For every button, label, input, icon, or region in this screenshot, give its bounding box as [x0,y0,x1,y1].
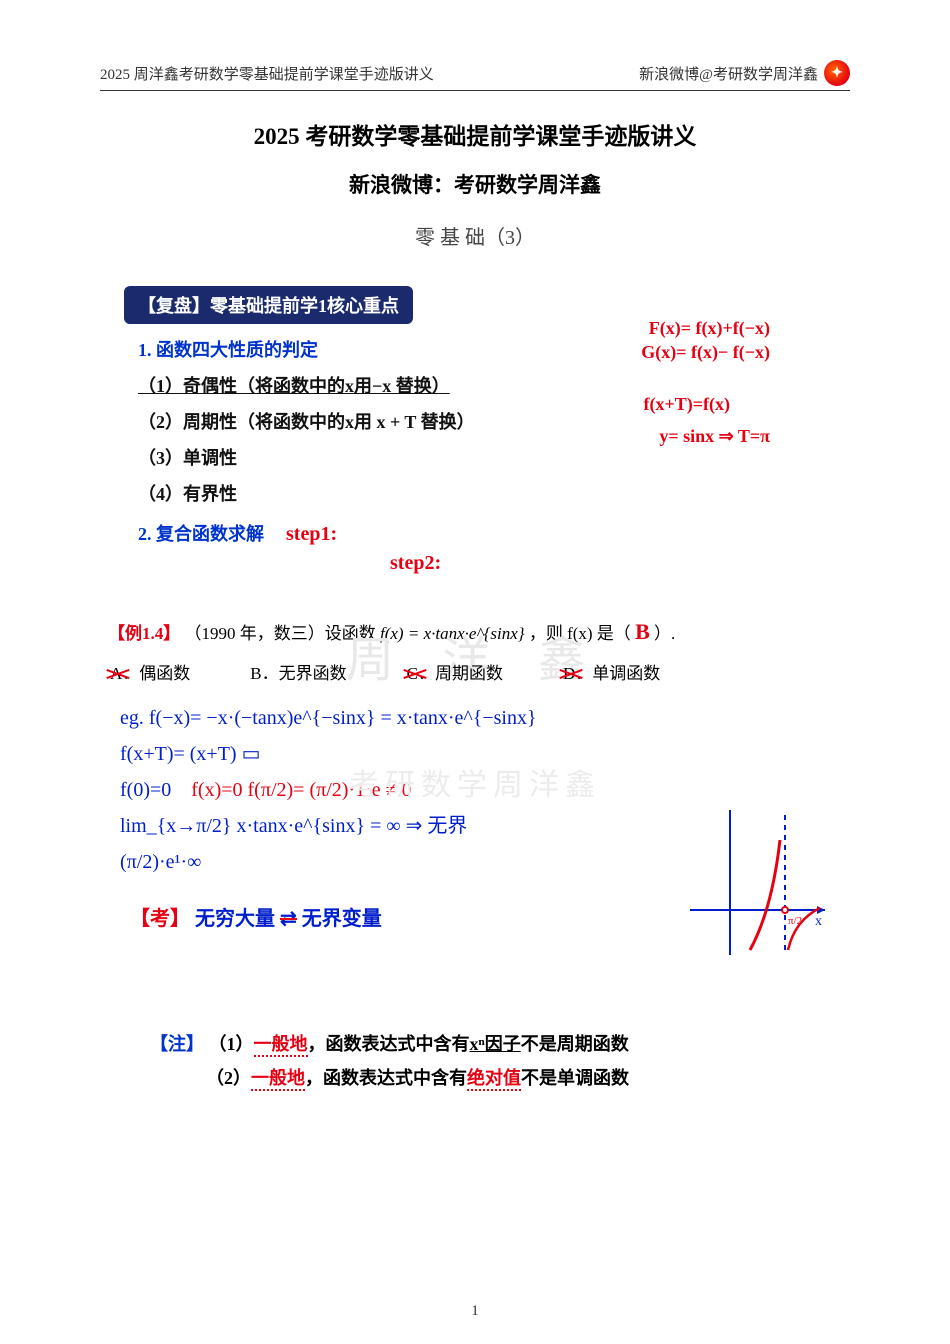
mini-graph: x π/2 [680,800,830,960]
work-l4: lim_{x→π/2} x·tanx·e^{sinx} = ∞ ⇒ 无界 [120,815,467,837]
page-header: 2025 周洋鑫考研数学零基础提前学课堂手迹版讲义 新浪微博@考研数学周洋鑫 ✦ [100,60,850,91]
svg-text:π/2: π/2 [788,915,802,927]
weibo-icon: ✦ [824,60,850,86]
option-c: C．周期函数 [407,659,503,684]
n2-abs: 绝对值 [467,1068,521,1091]
annot-fx: F(x)= f(x)+f(−x) [649,318,770,339]
example-answer: B [635,619,650,644]
work-l1: eg. f(−x)= −x·(−tanx)e^{−sinx} = x·tanx·… [120,700,850,736]
kao-a: 无穷大量 [195,908,275,930]
header-right-text: 新浪微博@考研数学周洋鑫 [639,63,818,84]
svg-text:x: x [815,914,822,929]
example-line: 【例1.4】 （1990 年，数三）设函数 f(x) = x·tanx·e^{s… [108,619,850,645]
bullet-1: （1）奇偶性（将函数中的x用−x 替换） [138,372,850,398]
example-func: f(x) = x·tanx·e^{sinx} [380,624,525,643]
options-row: A．偶函数 B．无界函数 C．周期函数 D．单调函数 [110,659,850,684]
example-meta: （1990 年，数三）设函数 [185,624,376,643]
step2-label: step2: [390,552,850,575]
work-l3a: f(0)=0 [120,779,171,801]
review-badge: 【复盘】零基础提前学1核心重点 [124,286,413,324]
header-right: 新浪微博@考研数学周洋鑫 ✦ [639,60,850,86]
chapter-label: 零 基 础（3） [100,221,850,250]
step1-label: step1: [286,523,337,545]
kao-b: 无界变量 [302,908,382,930]
title-sub: 新浪微博：考研数学周洋鑫 [100,169,850,199]
bullet-3: （3）单调性 [138,444,850,470]
annot-gx: G(x)= f(x)− f(−x) [641,342,770,363]
option-a: A．偶函数 [110,659,190,684]
example-tag: 【例1.4】 [108,624,180,643]
n1-factor: xⁿ因子 [470,1034,521,1054]
n2-red: 一般地 [251,1068,305,1091]
example-tail: ，则 f(x) 是（ [529,624,631,643]
note-line-2: （2）一般地，函数表达式中含有绝对值不是单调函数 [206,1064,629,1090]
annot-sin: y= sinx ⇒ T=π [659,426,770,447]
section-2: 2. 复合函数求解 [138,520,264,546]
work-l2: f(x+T)= (x+T) ▭ [120,736,850,772]
option-b: B．无界函数 [250,659,346,684]
header-left: 2025 周洋鑫考研数学零基础提前学课堂手迹版讲义 [100,63,434,84]
title-main: 2025 考研数学零基础提前学课堂手迹版讲义 [100,117,850,151]
page-number: 1 [0,1303,950,1320]
note-line-1: 【注】 （1）一般地，函数表达式中含有xⁿ因子不是周期函数 [150,1030,629,1056]
annot-period: f(x+T)=f(x) [644,394,730,415]
kao-bracket: 【考】 [130,908,190,930]
bullet-4: （4）有界性 [138,480,850,506]
example-tail2: ）. [654,624,675,643]
work-l3b: f(x)=0 f(π/2)= (π/2)·1·e ≠ 0 [191,779,411,801]
n1-red: 一般地 [254,1034,308,1057]
option-d: D．单调函数 [563,659,660,684]
kao-rel: ⇄ [280,906,297,931]
